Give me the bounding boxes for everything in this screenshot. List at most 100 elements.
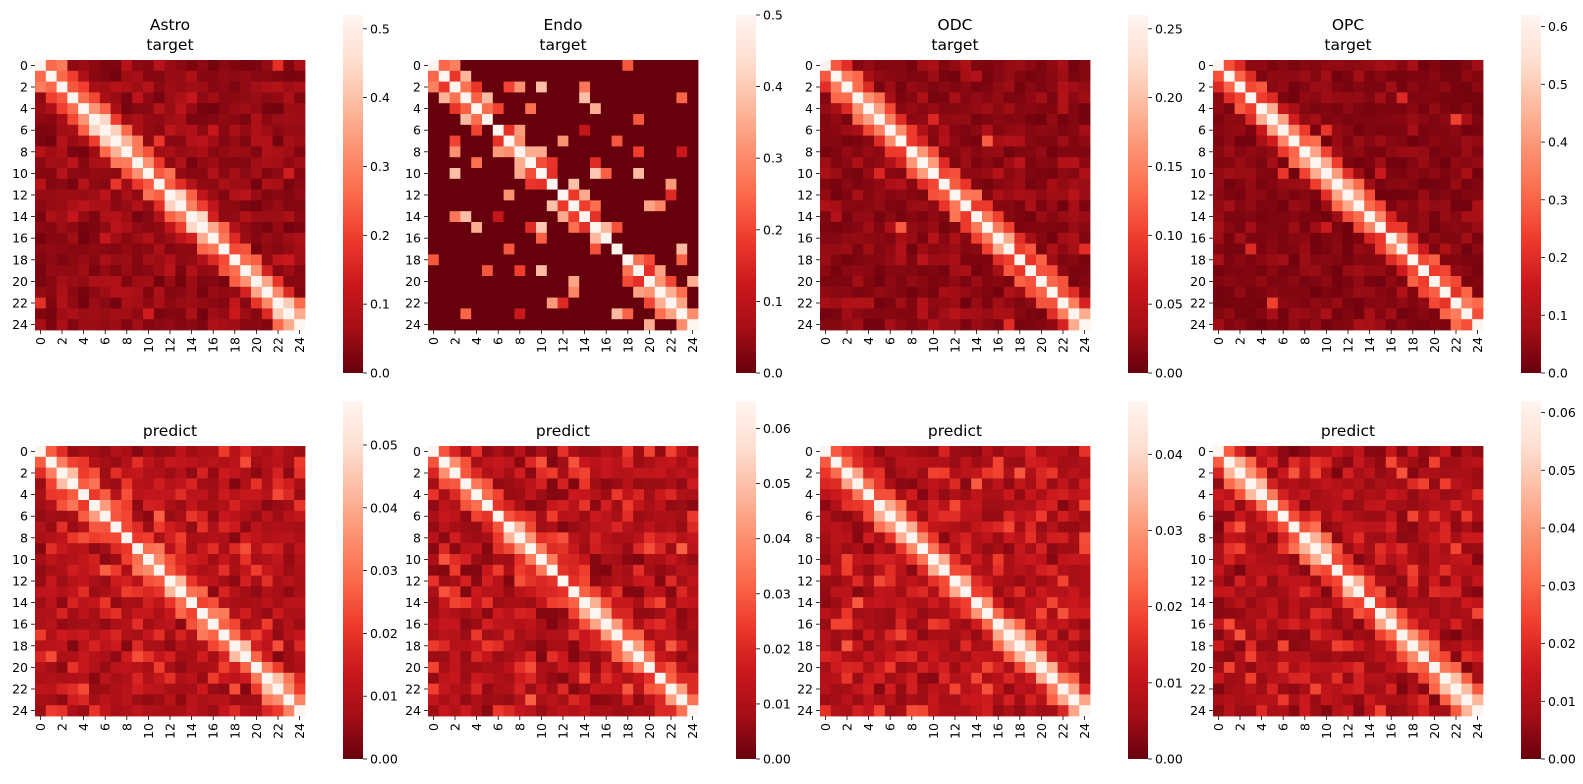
heatmap-cell: [78, 135, 90, 147]
heatmap-cell: [884, 265, 896, 277]
heatmap-cell: [1223, 265, 1235, 277]
heatmap-cell: [1036, 178, 1048, 190]
heatmap-cell: [622, 510, 634, 522]
heatmap-cell: [229, 286, 241, 298]
heatmap-cell: [1472, 124, 1484, 136]
heatmap-cell: [272, 446, 284, 458]
heatmap-cell: [132, 319, 144, 331]
heatmap-cell: [568, 168, 580, 180]
heatmap-cell: [503, 222, 515, 234]
heatmap-cell: [949, 70, 961, 82]
heatmap-cell: [600, 521, 612, 533]
heatmap-cell: [207, 60, 219, 72]
heatmap-cell: [1036, 135, 1048, 147]
y-tick-label: 22: [405, 296, 421, 311]
heatmap-cell: [1321, 478, 1333, 490]
heatmap-cell: [938, 189, 950, 201]
heatmap-cell: [1450, 168, 1462, 180]
heatmap-cell: [229, 543, 241, 555]
heatmap-cell: [1342, 178, 1354, 190]
heatmap-cell: [45, 467, 57, 479]
heatmap-cell: [949, 521, 961, 533]
heatmap-cell: [1057, 510, 1069, 522]
heatmap-cell: [229, 651, 241, 663]
heatmap-cell: [1461, 478, 1473, 490]
heatmap-cell: [906, 286, 918, 298]
heatmap-cell: [482, 157, 494, 169]
heatmap-cell: [1396, 467, 1408, 479]
heatmap-cell: [863, 265, 875, 277]
heatmap-cell: [1439, 478, 1451, 490]
heatmap-cell: [557, 254, 569, 266]
heatmap-cell: [294, 135, 306, 147]
heatmap-cell: [78, 211, 90, 223]
heatmap-cell: [56, 146, 68, 158]
heatmap-cell: [294, 276, 306, 288]
heatmap-cell: [841, 81, 853, 93]
heatmap-cell: [1046, 521, 1058, 533]
heatmap-cell: [153, 92, 165, 104]
heatmap-cell: [1321, 446, 1333, 458]
heatmap-cell: [482, 276, 494, 288]
heatmap-cell: [428, 243, 440, 255]
heatmap-cell: [546, 254, 558, 266]
heatmap-cell: [928, 618, 940, 630]
heatmap-cell: [294, 554, 306, 566]
heatmap-cell: [56, 543, 68, 555]
heatmap-cell: [218, 597, 230, 609]
heatmap-cell: [471, 189, 483, 201]
heatmap-cell: [240, 103, 252, 115]
heatmap-cell: [175, 554, 187, 566]
heatmap-cell: [110, 286, 122, 298]
heatmap-cell: [1277, 489, 1289, 501]
colorbar-tick-label: 0.5: [763, 8, 783, 23]
heatmap-cell: [830, 467, 842, 479]
heatmap-cell: [852, 543, 864, 555]
heatmap-cell: [863, 276, 875, 288]
heatmap-cell: [906, 618, 918, 630]
heatmap-cell: [45, 308, 57, 320]
heatmap-cell: [175, 629, 187, 641]
heatmap-cell: [820, 60, 832, 72]
heatmap-cell: [525, 446, 537, 458]
heatmap-cell: [1299, 81, 1311, 93]
heatmap-cell: [820, 575, 832, 587]
heatmap-cell: [186, 694, 198, 706]
heatmap-cell: [863, 232, 875, 244]
y-tick-label: 24: [12, 317, 28, 332]
heatmap-cell: [525, 319, 537, 331]
heatmap-cell: [1014, 308, 1026, 320]
heatmap-cell: [622, 168, 634, 180]
heatmap-cell: [164, 222, 176, 234]
heatmap-cell: [186, 135, 198, 147]
heatmap-cell: [110, 543, 122, 555]
heatmap-cell: [272, 597, 284, 609]
heatmap-cell: [676, 651, 688, 663]
heatmap-cell: [153, 500, 165, 512]
heatmap-cell: [992, 586, 1004, 598]
heatmap-cell: [982, 232, 994, 244]
heatmap-cell: [482, 597, 494, 609]
heatmap-cell: [928, 232, 940, 244]
y-tick-label: 12: [405, 574, 421, 589]
heatmap-cell: [611, 308, 623, 320]
heatmap-cell: [492, 135, 504, 147]
y-tick-label: 4: [805, 101, 813, 116]
heatmap-cell: [949, 189, 961, 201]
heatmap-cell: [132, 232, 144, 244]
heatmap-cell: [1079, 543, 1091, 555]
heatmap-cell: [633, 276, 645, 288]
heatmap-cell: [1375, 200, 1387, 212]
heatmap-cell: [1003, 554, 1015, 566]
x-tick-label: 22: [664, 723, 679, 739]
heatmap-cell: [928, 157, 940, 169]
heatmap-cell: [917, 232, 929, 244]
heatmap-cell: [1014, 81, 1026, 93]
heatmap-cell: [906, 178, 918, 190]
heatmap-cell: [45, 135, 57, 147]
heatmap-cell: [1003, 168, 1015, 180]
heatmap-cell: [78, 168, 90, 180]
heatmap-cell: [482, 135, 494, 147]
heatmap-cell: [1331, 200, 1343, 212]
heatmap-cell: [1014, 564, 1026, 576]
